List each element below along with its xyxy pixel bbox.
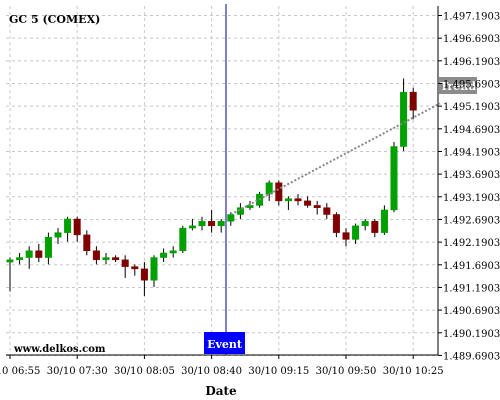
candle-body-up [54, 232, 62, 238]
y-tick-label: 1.489.6903 [443, 351, 500, 362]
y-tick-label: 1.492.6903 [443, 215, 500, 226]
event-label-box [204, 332, 245, 354]
candle-body-down [131, 266, 139, 270]
y-tick-label: 1.491.1903 [443, 283, 500, 294]
y-tick-label: 1.490.1903 [443, 329, 500, 340]
annotations: Event Trend [204, 4, 477, 355]
x-tick-label: 30/10 08:05 [114, 366, 175, 377]
candle-body-up [179, 227, 187, 252]
event-label: Event [207, 338, 243, 351]
candle-body-up [198, 221, 206, 227]
candle-body-up [246, 205, 254, 208]
chart-title: GC 5 (COMEX) [9, 13, 100, 26]
y-tick-label: 1.497.1903 [443, 12, 500, 23]
x-tick-label: 30/10 07:30 [47, 366, 108, 377]
candle-body-up [102, 257, 110, 261]
candle-body-up [25, 250, 33, 258]
trend-label: Trend [440, 80, 476, 93]
candle-body-up [284, 198, 292, 202]
candles [6, 78, 417, 297]
y-tick-label: 1.492.1903 [443, 238, 500, 249]
candle-body-up [169, 250, 177, 254]
x-axis-label: Date [205, 384, 237, 398]
candle-body-up [265, 182, 273, 195]
candle-body-down [342, 232, 350, 240]
candle-body-down [323, 207, 331, 215]
candle-body-down [294, 198, 302, 202]
candle-body-up [361, 221, 369, 227]
y-tick-label: 1.496.1903 [443, 57, 500, 68]
trend-label-box [439, 77, 477, 94]
candle-body-up [400, 91, 408, 147]
candle-body-down [140, 268, 148, 281]
candle-body-up [217, 221, 225, 227]
candle-body-up [6, 259, 14, 263]
x-tick-label: 30/10 09:15 [248, 366, 309, 377]
candle-body-down [83, 234, 91, 252]
y-tick-label: 1.493.6903 [443, 170, 500, 181]
candle-body-down [332, 214, 340, 233]
y-tick-label: 1.494.6903 [443, 125, 500, 136]
candle-body-up [64, 218, 72, 233]
y-tick-label: 1.493.1903 [443, 193, 500, 204]
candle-body-down [275, 182, 283, 202]
candle-body-down [208, 221, 216, 227]
x-tick-label: 30/10 09:50 [316, 366, 377, 377]
candle-body-down [35, 250, 43, 258]
y-tick-label: 1.491.6903 [443, 261, 500, 272]
candle-body-up [390, 146, 398, 211]
y-tick-label: 1.494.1903 [443, 147, 500, 158]
x-tick-label: 30/10 06:55 [0, 366, 40, 377]
y-tick-label: 1.495.1903 [443, 102, 500, 113]
candle-body-down [304, 200, 312, 206]
candle-body-up [150, 257, 158, 281]
candle-body-up [352, 225, 360, 240]
x-tick-label: 30/10 10:25 [383, 366, 444, 377]
candle-body-up [236, 207, 244, 215]
candle-body-down [112, 257, 120, 261]
x-tick-label: 30/10 08:40 [181, 366, 242, 377]
axes: 1.497.1903 1.496.1903 1.495.1903 1.494.1903… [0, 6, 500, 377]
candle-body-down [121, 259, 129, 267]
candle-body-down [73, 218, 81, 236]
candle-body-up [380, 209, 388, 233]
candle-body-up [188, 225, 196, 229]
candle-body-down [92, 250, 100, 261]
y-tick-label: 1.495.6903 [443, 79, 500, 90]
candle-body-down [409, 91, 417, 111]
watermark: www.delkos.com [13, 344, 106, 355]
candle-body-down [313, 205, 321, 208]
y-tick-label: 1.490.6903 [443, 306, 500, 317]
y-tick-label: 1.496.6903 [443, 34, 500, 45]
candle-body-down [371, 221, 379, 233]
trend-line [230, 102, 441, 216]
candle-body-up [160, 252, 168, 258]
candle-body-up [227, 214, 235, 222]
candle-body-up [16, 257, 24, 261]
candle-body-up [44, 236, 52, 258]
